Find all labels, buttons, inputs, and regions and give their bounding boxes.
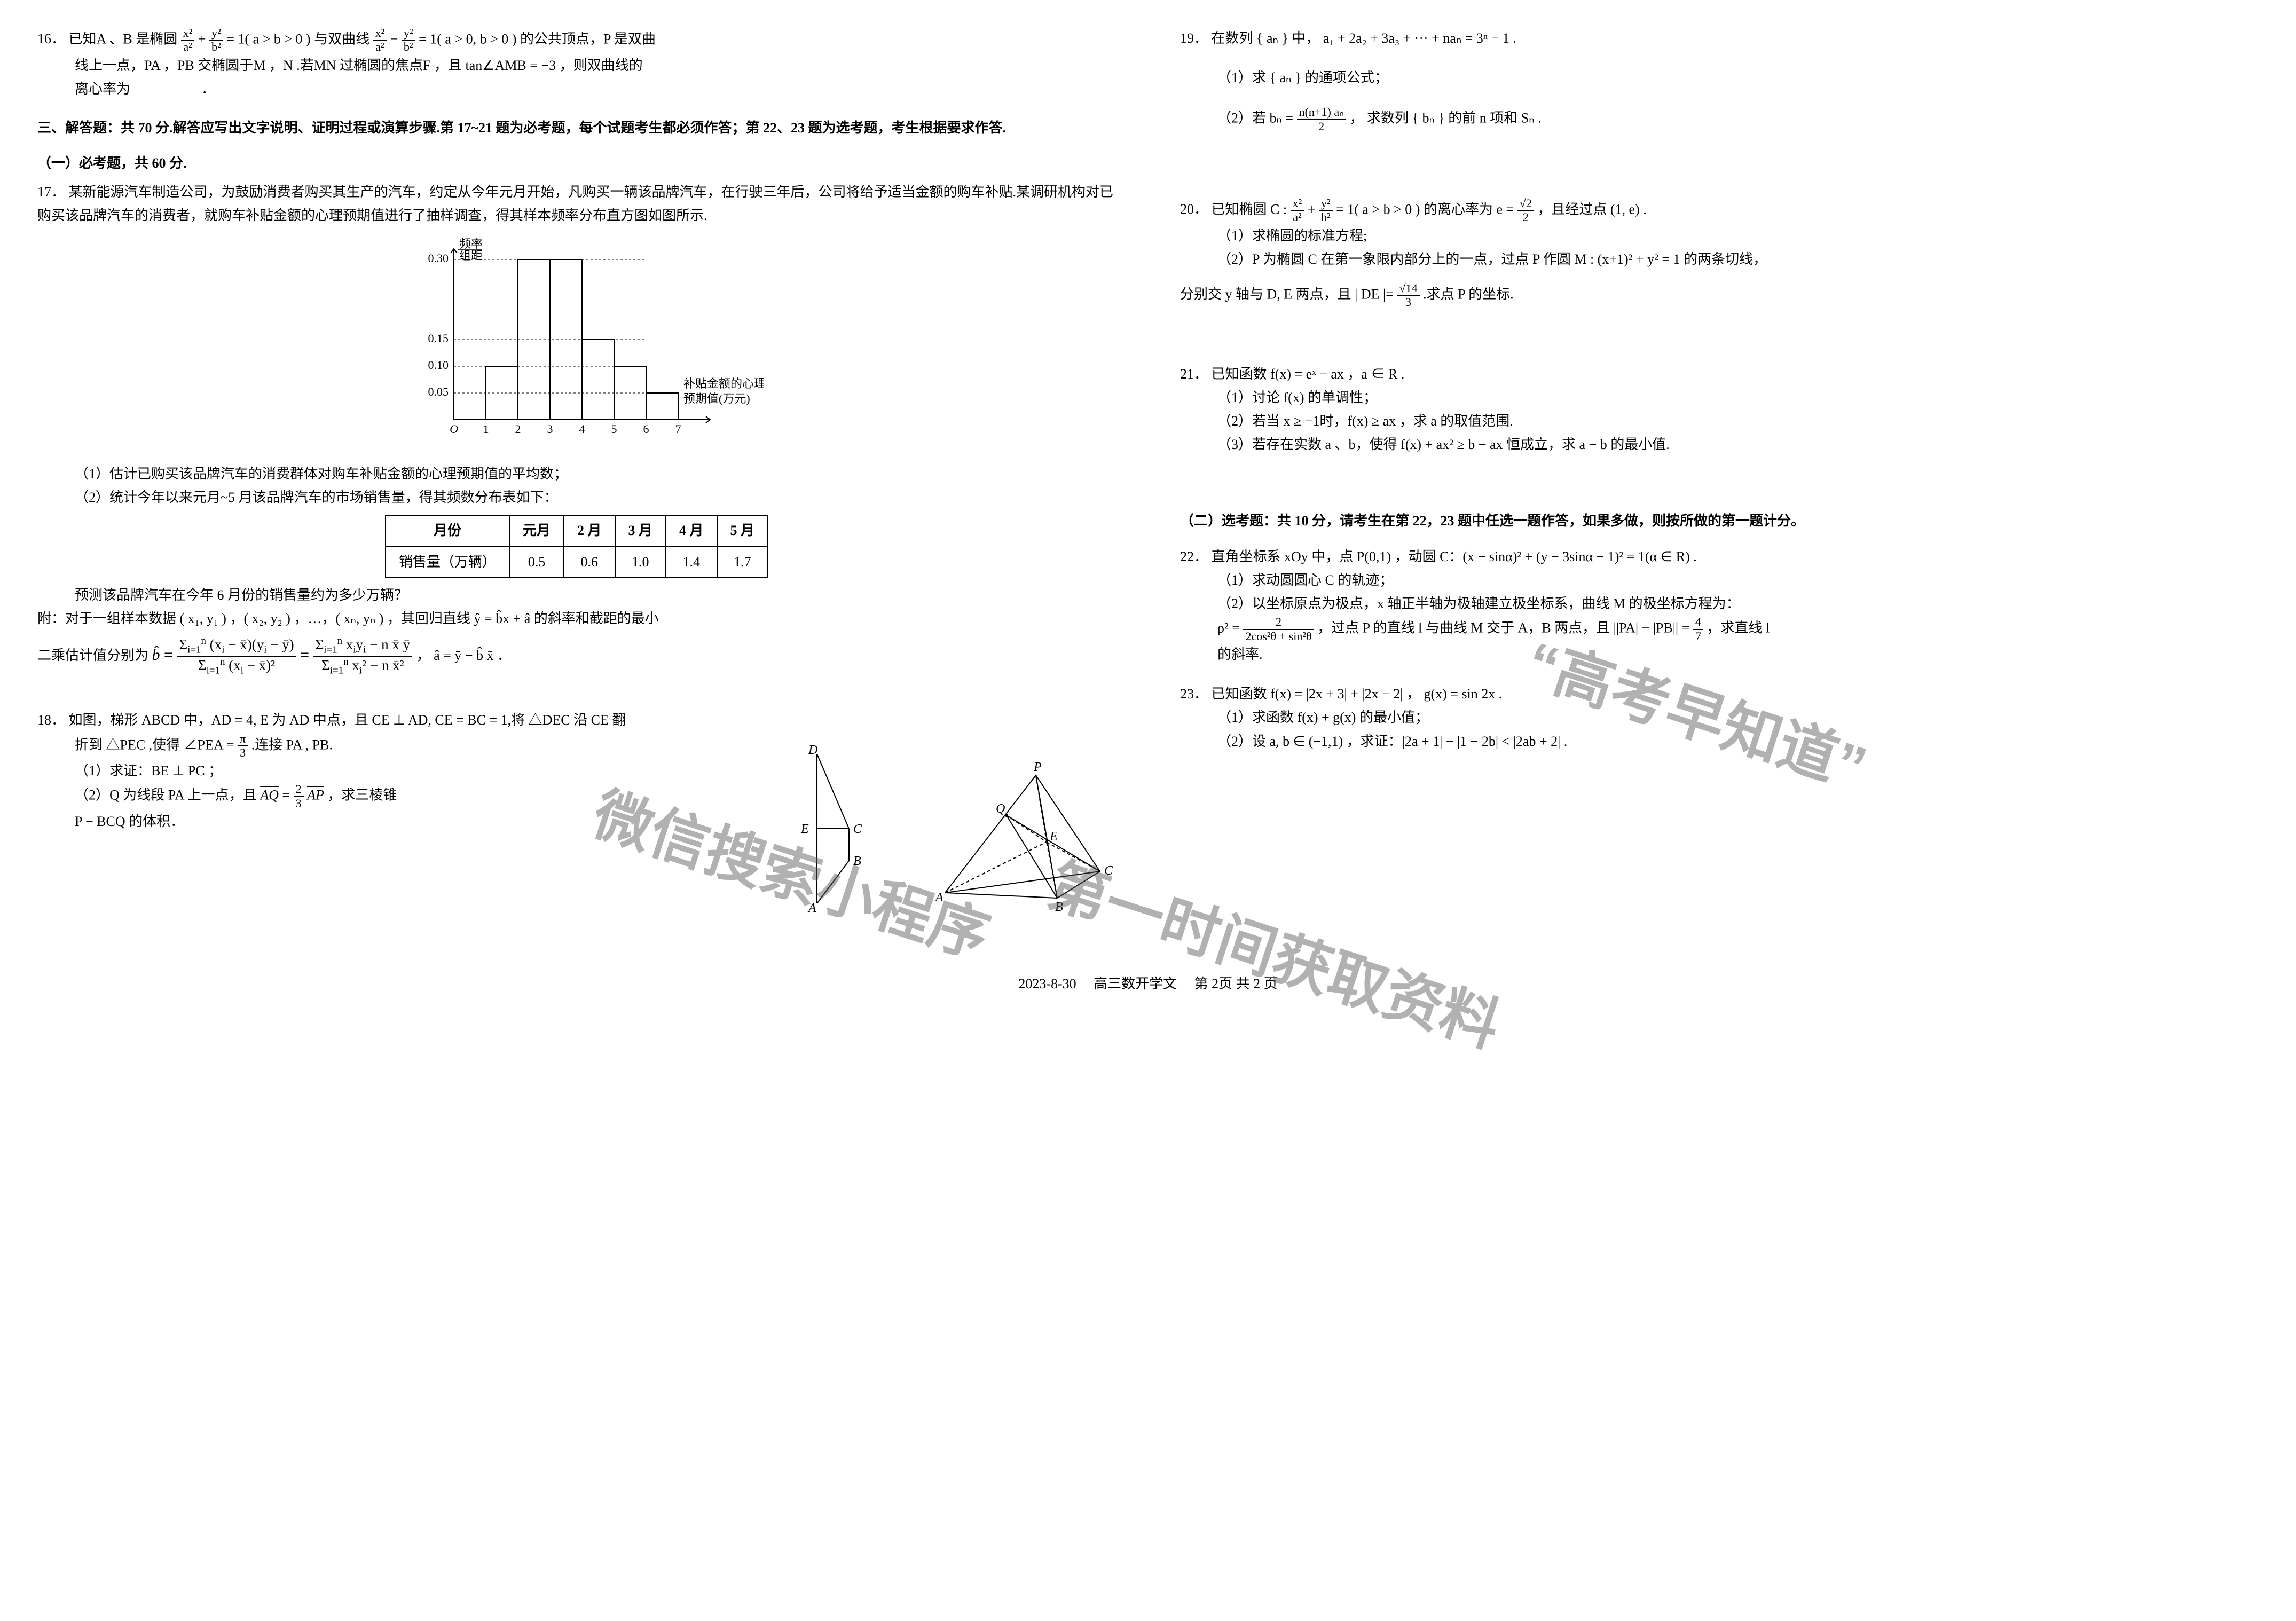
svg-text:Q: Q	[996, 802, 1005, 816]
q17-p2: （2）统计今年以来元月~5 月该品牌汽车的市场销售量，得其频数分布表如下：	[37, 486, 1116, 509]
svg-text:E: E	[800, 822, 809, 836]
svg-text:7: 7	[675, 422, 681, 436]
q16-cont2: 离心率为	[75, 81, 130, 97]
q16-text-a: 已知A 、B 是椭圆	[69, 31, 178, 46]
svg-text:B: B	[853, 854, 861, 868]
q18-text: 如图，梯形 ABCD 中，AD = 4, E 为 AD 中点，且 CE ⊥ AD…	[69, 712, 626, 728]
q21-number: 21．	[1180, 363, 1208, 386]
q22-p1: （1）求动圆圆心 C 的轨迹；	[1180, 569, 2259, 592]
q22-number: 22．	[1180, 545, 1208, 569]
q20-p1: （1）求椭圆的标准方程;	[1180, 224, 2259, 248]
q17-table: 月份 元月 2 月 3 月 4 月 5 月 销售量（万辆） 0.5 0.6 1.…	[385, 515, 768, 578]
q18-figure-right: P Q E C A B	[924, 754, 1116, 914]
q16-blank	[134, 79, 198, 93]
svg-text:2: 2	[515, 422, 521, 436]
left-column: 16． 已知A 、B 是椭圆 x²a² + y²b² = 1( a > b > …	[37, 27, 1116, 930]
q23-p1: （1）求函数 f(x) + g(x) 的最小值；	[1180, 706, 2259, 729]
question-19: 19． 在数列 { aₙ } 中， a₁ + 2a₂ + 3a₃ + ··· +…	[1180, 27, 2259, 133]
q20-p2: （2）P 为椭圆 C 在第一象限内部分上的一点，过点 P 作圆 M : (x+1…	[1180, 248, 2259, 271]
q23-p2: （2）设 a, b ∈ (−1,1) ，求证：|2a + 1| − |1 − 2…	[1180, 730, 2259, 753]
q17-histogram: 0.05 0.10 0.15 0.30 O 1	[390, 238, 764, 452]
question-21: 21． 已知函数 f(x) = eˣ − ax ，a ∈ R . （1）讨论 f…	[1180, 363, 2259, 457]
page-footer: 2023-8-30 高三数开学文 第 2页 共 2 页	[37, 973, 2259, 993]
svg-text:C: C	[1104, 864, 1113, 878]
section-optional-header: （二）选考题：共 10 分，请考生在第 22，23 题中任选一题作答，如果多做，…	[1180, 510, 2259, 532]
q18-p1: （1）求证：BE ⊥ PC ；	[37, 759, 748, 783]
q23-number: 23．	[1180, 682, 1208, 706]
svg-text:0.10: 0.10	[428, 358, 449, 372]
q18-figures: D E C B A	[764, 743, 1116, 914]
q19-text: 在数列 { aₙ } 中， a₁ + 2a₂ + 3a₃ + ··· + naₙ…	[1212, 30, 1516, 46]
svg-text:3: 3	[547, 422, 553, 436]
question-20: 20． 已知椭圆 C : x²a² + y²b² = 1( a > b > 0 …	[1180, 197, 2259, 309]
q16-cont: 线上一点，PA ，PB 交椭圆于M ，N .若MN 过椭圆的焦点F ，且 tan…	[75, 58, 643, 73]
svg-text:0.30: 0.30	[428, 251, 449, 265]
q18-number: 18．	[37, 709, 65, 732]
question-22: 22． 直角坐标系 xOy 中，点 P(0,1) ，动圆 C：(x − sinα…	[1180, 545, 2259, 666]
q16-eq1: = 1( a > b > 0 ) 与双曲线	[226, 31, 369, 46]
q23-text: 已知函数 f(x) = |2x + 3| + |2x − 2| ， g(x) =…	[1212, 686, 1503, 702]
q21-p1: （1）讨论 f(x) 的单调性；	[1180, 386, 2259, 410]
q22-p2: （2）以坐标原点为极点，x 轴正半轴为极轴建立极坐标系，曲线 M 的极坐标方程为…	[1180, 592, 2259, 616]
svg-text:4: 4	[579, 422, 585, 436]
q17-number: 17．	[37, 180, 65, 204]
svg-text:补贴金额的心理: 补贴金额的心理	[683, 377, 764, 390]
q21-p3: （3）若存在实数 a 、b，使得 f(x) + ax² ≥ b − ax 恒成立…	[1180, 433, 2259, 457]
right-column: 19． 在数列 { aₙ } 中， a₁ + 2a₂ + 3a₃ + ··· +…	[1180, 27, 2259, 930]
svg-text:6: 6	[643, 422, 649, 436]
svg-text:D: D	[808, 743, 817, 757]
svg-text:A: A	[807, 901, 816, 914]
svg-text:1: 1	[483, 422, 489, 436]
svg-text:组距: 组距	[459, 249, 483, 262]
svg-text:E: E	[1049, 830, 1058, 844]
section3-sub1: （一）必考题，共 60 分.	[37, 152, 1116, 172]
q17-text: 某新能源汽车制造公司，为鼓励消费者购买其生产的汽车，约定从今年元月开始，凡购买一…	[37, 184, 1113, 223]
q19-number: 19．	[1180, 27, 1208, 50]
q18-figure-left: D E C B A	[764, 743, 870, 914]
svg-text:B: B	[1055, 900, 1063, 914]
q17-p1: （1）估计已购买该品牌汽车的消费群体对购车补贴金额的心理预期值的平均数；	[37, 462, 1116, 486]
q22-text: 直角坐标系 xOy 中，点 P(0,1) ，动圆 C：(x − sinα)² +…	[1212, 549, 1697, 564]
q21-text: 已知函数 f(x) = eˣ − ax ，a ∈ R .	[1212, 366, 1405, 382]
question-23: 23． 已知函数 f(x) = |2x + 3| + |2x − 2| ， g(…	[1180, 682, 2259, 753]
q19-p1: （1）求 { aₙ } 的通项公式；	[1180, 66, 2259, 90]
svg-text:C: C	[853, 822, 862, 836]
svg-text:P: P	[1033, 760, 1042, 774]
section3-header: 三、解答题：共 70 分.解答应写出文字说明、证明过程或演算步骤.第 17~21…	[37, 117, 1116, 139]
question-18: 18． 如图，梯形 ABCD 中，AD = 4, E 为 AD 中点，且 CE …	[37, 709, 1116, 914]
svg-text:0.05: 0.05	[428, 385, 449, 398]
svg-text:0.15: 0.15	[428, 332, 449, 345]
q16-number: 16．	[37, 27, 65, 51]
q20-number: 20．	[1180, 198, 1208, 221]
svg-text:5: 5	[611, 422, 617, 436]
q21-p2: （2）若当 x ≥ −1时，f(x) ≥ ax ，求 a 的取值范围.	[1180, 410, 2259, 433]
q17-formula-tail: ， â = ȳ − b̂ x̄ ．	[416, 648, 511, 663]
question-16: 16． 已知A 、B 是椭圆 x²a² + y²b² = 1( a > b > …	[37, 27, 1116, 101]
svg-text:预期值(万元): 预期值(万元)	[683, 392, 750, 405]
q16-eq2: = 1( a > 0, b > 0 ) 的公共顶点，P 是双曲	[419, 31, 656, 46]
q17-appendix: 附：对于一组样本数据 ( x₁, y₁ ) ，( x₂, y₂ ) ，…，( x…	[37, 607, 1116, 631]
q22-p3: 的斜率.	[1180, 643, 2259, 666]
svg-text:A: A	[934, 891, 943, 904]
q17-p3: 预测该品牌汽车在今年 6 月份的销售量约为多少万辆？	[37, 584, 1116, 607]
q17-formula-label: 二乘估计值分别为	[37, 648, 148, 663]
q18-p3: P − BCQ 的体积．	[37, 810, 748, 833]
svg-text:O: O	[450, 422, 458, 436]
question-17: 17． 某新能源汽车制造公司，为鼓励消费者购买其生产的汽车，约定从今年元月开始，…	[37, 180, 1116, 677]
